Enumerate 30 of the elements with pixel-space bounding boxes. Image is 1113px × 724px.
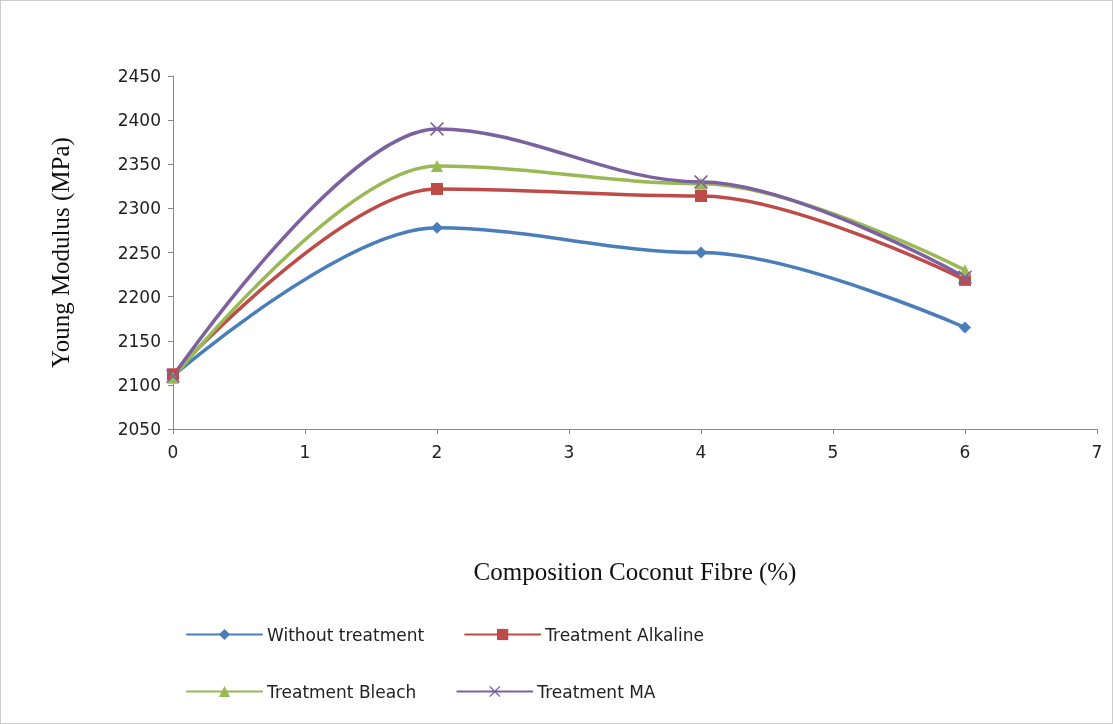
y-tick-label: 2300 [117, 198, 161, 219]
x-tick-label: 5 [827, 441, 839, 462]
x-axis-title: Composition Coconut Fibre (%) [473, 558, 797, 586]
y-tick-label: 2050 [117, 419, 161, 439]
y-tick-label: 2200 [117, 286, 161, 307]
x-tick-label: 1 [299, 441, 311, 462]
x-tick-label: 2 [431, 441, 443, 462]
point [431, 160, 443, 173]
y-tick-label: 2450 [117, 66, 161, 86]
point [431, 182, 443, 195]
x-tick-label: 4 [695, 441, 707, 462]
y-axis-title: Young Modulus (MPa) [47, 137, 75, 368]
point [959, 321, 971, 334]
y-tick-label: 2400 [117, 110, 161, 131]
legend-label: Treatment MA [536, 681, 656, 702]
y-tick-label: 2100 [117, 374, 161, 395]
x-tick-label: 3 [563, 441, 575, 462]
point [695, 246, 707, 259]
legend-label: Treatment Bleach [266, 681, 417, 702]
point [431, 221, 443, 234]
legend-label: Without treatment [267, 624, 425, 645]
point [695, 190, 707, 203]
x-tick-label: 7 [1091, 441, 1103, 462]
x-tick-label: 6 [959, 441, 971, 462]
y-tick-label: 2250 [117, 242, 161, 263]
y-tick-label: 2150 [117, 330, 161, 351]
y-tick-label: 2350 [117, 154, 161, 175]
x-tick-label: 0 [167, 441, 179, 462]
point [430, 121, 444, 136]
legend-label: Treatment Alkaline [544, 624, 705, 645]
